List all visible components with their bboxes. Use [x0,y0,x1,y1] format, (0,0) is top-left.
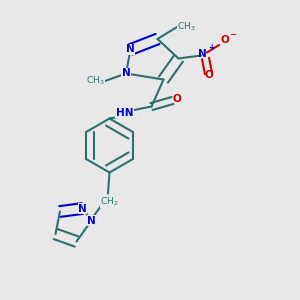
Text: HN: HN [116,107,133,118]
Text: CH$_2$: CH$_2$ [100,195,119,208]
Text: N: N [122,68,130,79]
Text: CH$_3$: CH$_3$ [86,75,105,87]
Text: O: O [204,70,213,80]
Text: O: O [220,35,230,46]
Text: O: O [172,94,182,104]
Text: N: N [126,44,135,55]
Text: CH$_3$: CH$_3$ [177,21,196,33]
Text: +: + [208,44,214,52]
Text: N: N [78,203,87,214]
Text: −: − [229,30,236,39]
Text: N: N [87,215,96,226]
Text: N: N [198,49,207,59]
